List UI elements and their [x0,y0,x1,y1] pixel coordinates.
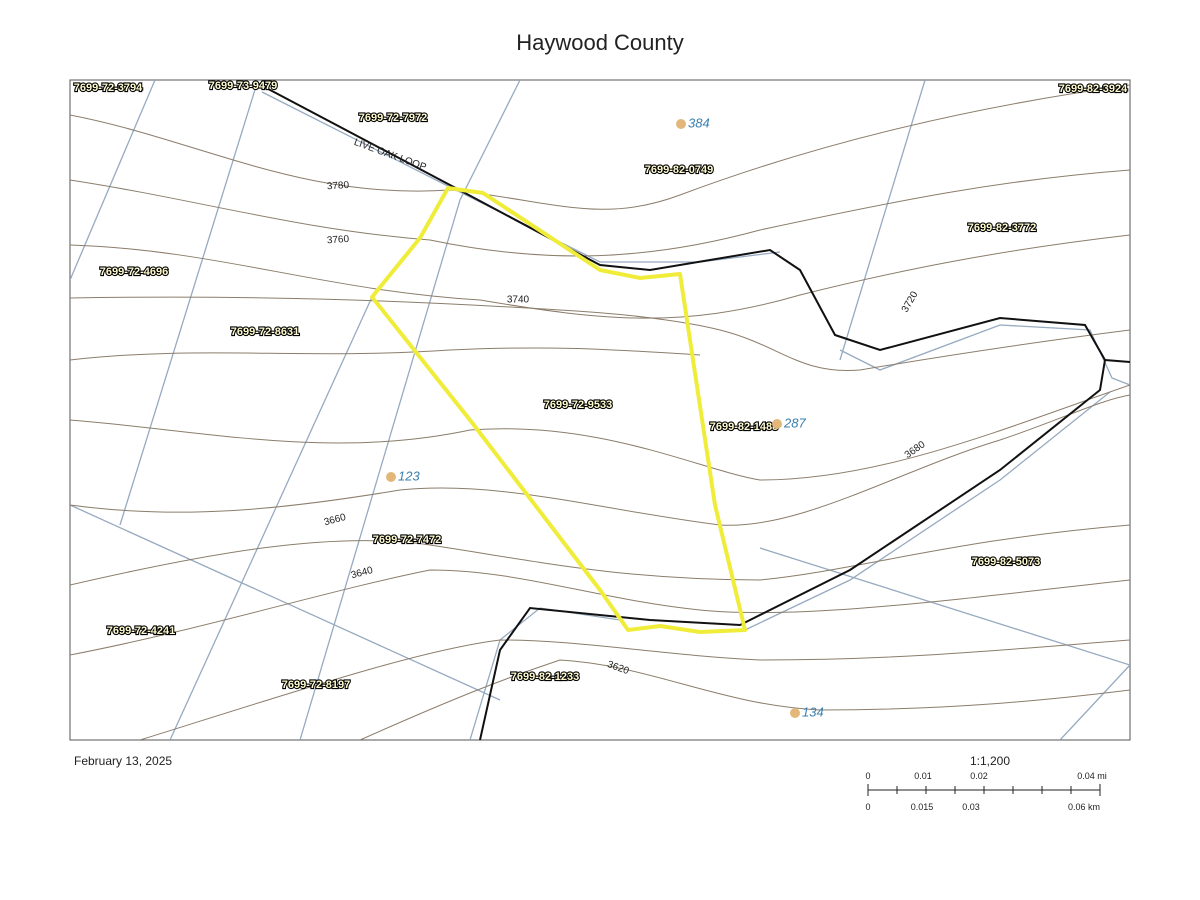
parcel-label: 7699-82-1488 [710,421,779,433]
contour-line [70,234,1130,319]
parcel-line [70,80,156,281]
address-label: 134 [802,704,824,719]
date: February 13, 2025 [74,754,172,768]
contour-line [70,169,1130,257]
parcel-label: 7699-72-9533 [544,399,613,411]
scale-mi-label: 0.02 [970,771,988,781]
contour-label: 3780 [327,180,350,193]
scale-ratio: 1:1,200 [970,754,1010,768]
contour-line [70,84,1130,740]
parcel-label: 7699-72-8197 [282,679,351,691]
parcel-labels: 7699-72-3794 7699-73-9479 7699-72-7972 7… [73,80,1130,692]
parcel-label: 7699-72-4696 [100,266,169,278]
parcel-line [1059,664,1130,740]
address-dot [790,708,800,718]
contour-line [70,524,1130,586]
parcel-line [261,91,781,263]
parcel-label: 7699-72-7972 [359,112,428,124]
contour-line [70,84,1130,210]
parcel-line [744,391,1111,631]
contour-line [70,394,1130,526]
scale-bar-ticks [867,784,1101,796]
parcel-line [70,80,1130,740]
parcel-label: 7699-72-3794 [74,82,143,94]
address-dot [676,119,686,129]
contour-line [70,296,1130,372]
title: Haywood County [516,30,684,55]
contour-label: 3760 [327,234,350,247]
subject-parcel [370,186,747,634]
contour-line [70,347,701,361]
parcel-label: 7699-82-0749 [645,164,714,176]
address-label: 384 [688,115,710,130]
address-points: 384 287 123 134 [386,115,824,719]
parcel-line [759,547,1130,666]
contour-line [139,639,1130,740]
scale-km-label: 0 [865,802,870,812]
address-dot [386,472,396,482]
scale-km-label: 0.015 [911,802,934,812]
parcel-label: 7699-82-5073 [972,556,1041,568]
scale-mi-label: 0.01 [914,771,932,781]
contour-line [359,659,1130,740]
address-label: 123 [398,468,420,483]
parcel-label: 7699-72-4241 [107,625,176,637]
parcel-label: 7699-72-8631 [231,326,300,338]
address-label: 287 [783,415,806,430]
contour-line [70,569,1130,656]
parcel-label: 7699-73-9479 [209,80,278,92]
parcel-label: 7699-82-3772 [968,222,1037,234]
address-dot [772,419,782,429]
scale-mi-label: 0.04 mi [1077,771,1107,781]
map-frame [69,79,1131,741]
parcel-line [70,504,501,701]
parcel-line [299,80,521,740]
parcel-line [169,296,373,740]
map-area: LIVE OAK LOOP 3780 3760 3740 3720 3680 3… [70,80,1130,740]
parcel-label: 7699-82-3924 [1059,83,1128,95]
scale-km-label: 0.03 [962,802,980,812]
contour-line [70,384,1130,481]
scale-bar: 0 0.01 0.02 0.04 mi 0 0.015 0.03 0.06 km [865,771,1106,812]
parcel-line [839,80,926,361]
parcel-line [119,80,259,526]
parcel-label: 7699-82-1233 [511,671,580,683]
scale-mi-label: 0 [865,771,870,781]
parcel-label: 7699-72-7472 [373,534,442,546]
contour-label: 3740 [507,295,530,306]
parcel-line [839,324,1130,386]
scale-km-label: 0.06 km [1068,802,1100,812]
